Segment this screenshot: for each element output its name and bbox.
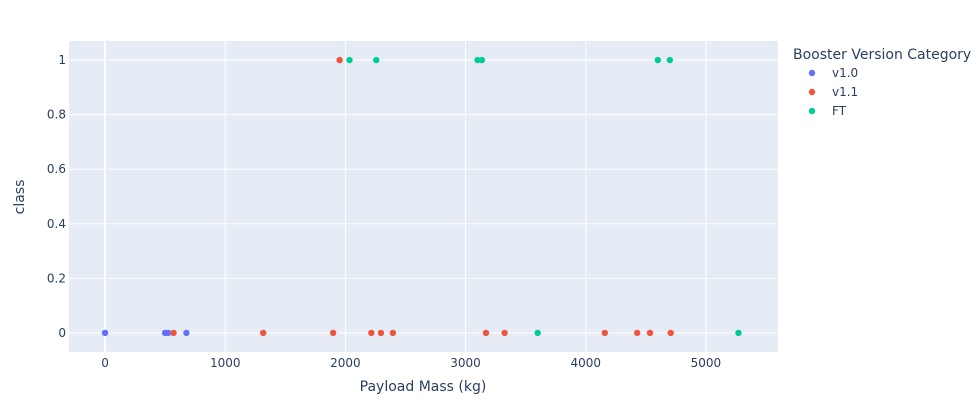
point-v1-1[interactable]	[633, 329, 641, 337]
legend-items[interactable]: v1.0 v1.1 FT	[808, 66, 858, 118]
point-v1-1[interactable]	[667, 329, 674, 337]
point-v1-1[interactable]	[389, 329, 397, 337]
point-v1-0[interactable]	[101, 329, 109, 337]
legend-label: v1.0	[832, 66, 858, 80]
data-points	[101, 56, 742, 337]
legend[interactable]: Booster Version Category v1.0 v1.1 FT	[793, 47, 971, 118]
point-v1-0[interactable]	[164, 329, 172, 337]
x-tick-label: 0	[101, 356, 109, 370]
x-tick-label: 1000	[210, 356, 241, 370]
legend-item-v1-1[interactable]: v1.1	[808, 85, 858, 99]
point-v1-1[interactable]	[501, 329, 508, 337]
legend-label: FT	[832, 104, 847, 118]
point-ft[interactable]	[666, 56, 674, 64]
point-v1-1[interactable]	[601, 329, 609, 337]
point-v1-1[interactable]	[329, 329, 337, 337]
point-v1-1[interactable]	[646, 329, 654, 337]
point-v1-1[interactable]	[170, 329, 177, 337]
x-tick-label: 5000	[691, 356, 722, 370]
legend-item-v1-0[interactable]: v1.0	[808, 66, 858, 80]
legend-title: Booster Version Category	[793, 47, 971, 63]
x-axis-title: Payload Mass (kg)	[360, 379, 487, 395]
point-v1-1[interactable]	[482, 329, 490, 337]
x-axis-ticks: 0 1000 2000 3000 4000 5000	[101, 356, 721, 370]
point-ft[interactable]	[654, 56, 662, 64]
point-ft[interactable]	[735, 329, 742, 337]
point-ft[interactable]	[534, 329, 541, 337]
legend-marker	[808, 88, 816, 96]
y-tick-label: 0.8	[47, 108, 66, 122]
y-axis-title: class	[12, 180, 28, 215]
point-ft[interactable]	[373, 56, 380, 64]
x-tick-label: 2000	[330, 356, 361, 370]
point-ft[interactable]	[478, 56, 486, 64]
legend-marker	[808, 69, 816, 77]
x-tick-label: 4000	[570, 356, 601, 370]
y-axis-ticks: 0 0.2 0.4 0.6 0.8 1	[47, 53, 66, 340]
point-v1-0[interactable]	[183, 329, 190, 337]
y-tick-label: 0.2	[47, 271, 66, 285]
legend-label: v1.1	[832, 85, 858, 99]
point-v1-1[interactable]	[259, 329, 267, 337]
point-ft[interactable]	[346, 56, 353, 64]
point-v1-1[interactable]	[377, 329, 385, 337]
plot-area	[69, 41, 778, 352]
point-v1-1[interactable]	[368, 329, 375, 337]
y-tick-label: 1	[58, 53, 66, 67]
y-tick-label: 0.4	[47, 217, 66, 231]
grid	[69, 41, 778, 352]
legend-item-ft[interactable]: FT	[808, 104, 847, 118]
legend-marker	[808, 107, 816, 115]
x-tick-label: 3000	[450, 356, 481, 370]
y-tick-label: 0.6	[47, 162, 66, 176]
y-tick-label: 0	[58, 326, 66, 340]
point-v1-1[interactable]	[336, 56, 343, 64]
